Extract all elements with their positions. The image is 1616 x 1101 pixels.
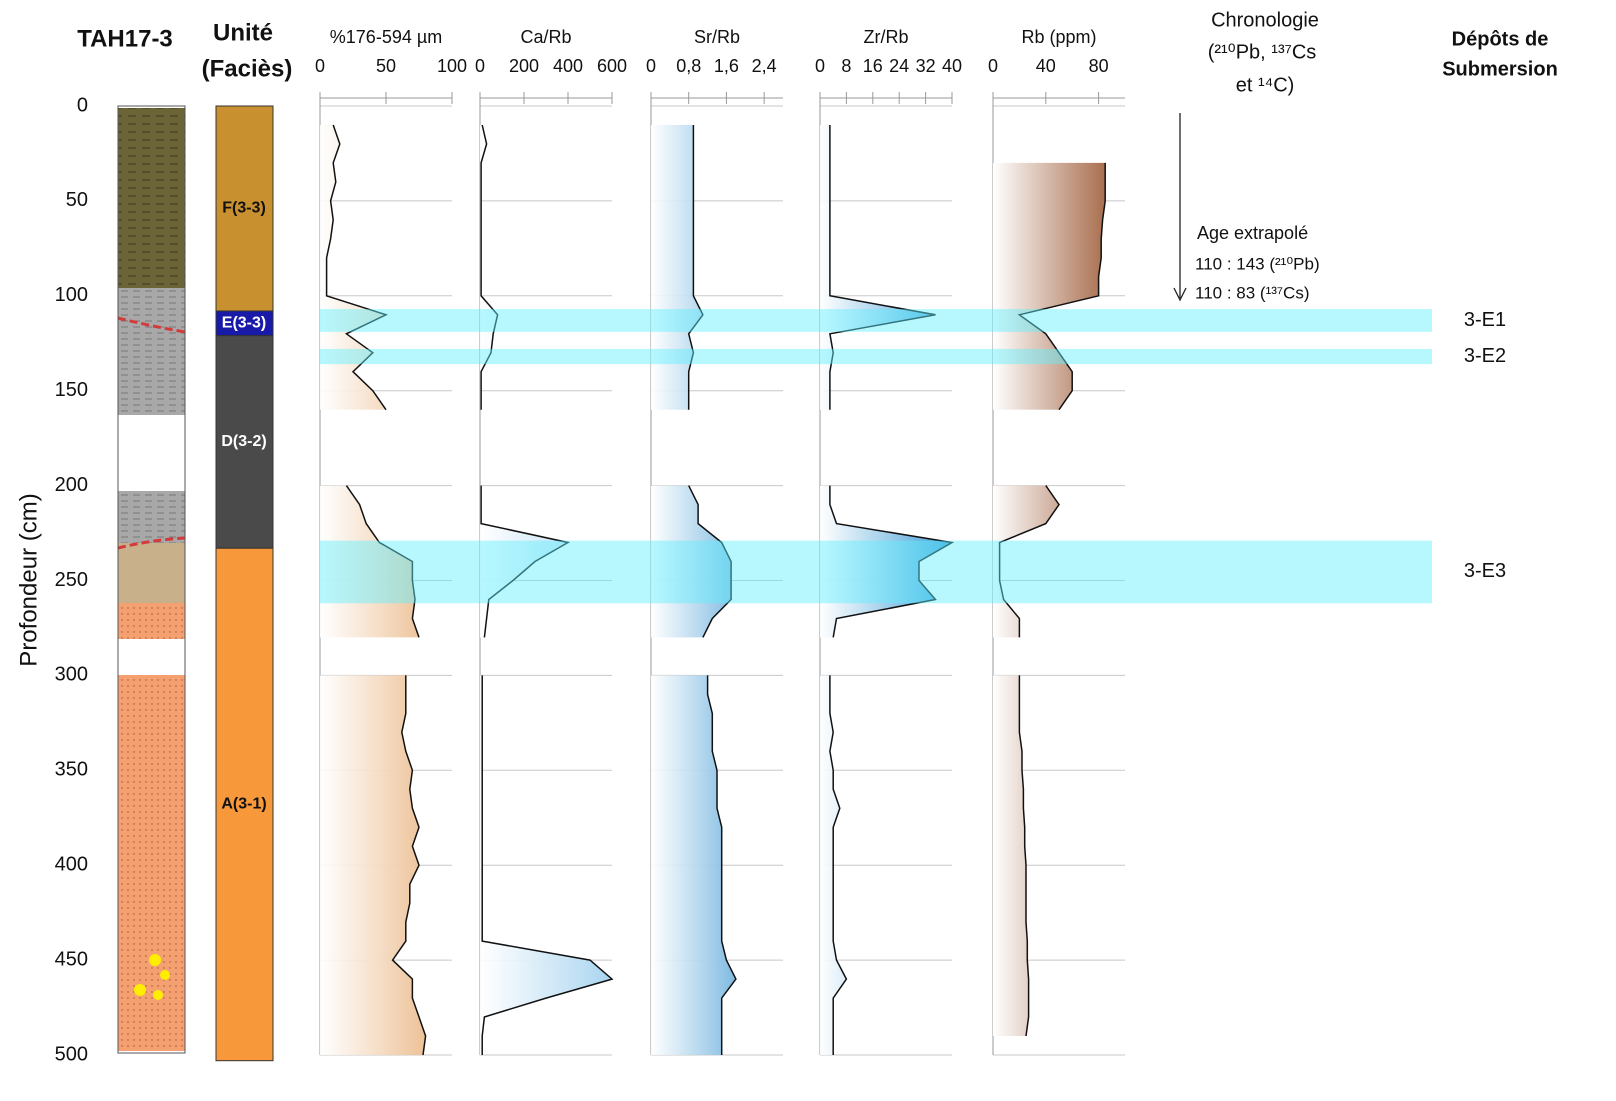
profile-line: [1018, 675, 1030, 1037]
y-tick-label: 400: [55, 853, 88, 875]
unit-label: E(3-3): [222, 315, 266, 332]
profile-line: [829, 485, 955, 638]
y-tick-label: 50: [66, 189, 88, 211]
y-tick-label: 0: [77, 94, 88, 116]
event-label: 3-E2: [1464, 345, 1506, 367]
unit-label: D(3-2): [221, 433, 266, 450]
panel-title: %176-594 µm: [330, 27, 442, 47]
panel-title: Rb (ppm): [1021, 27, 1096, 47]
y-tick-label: 350: [55, 759, 88, 781]
profile-fill: [993, 485, 1059, 638]
event-band: [320, 540, 1432, 604]
y-tick-label: 150: [55, 379, 88, 401]
core-title: TAH17-3: [77, 25, 173, 52]
profile-line: [687, 125, 704, 410]
x-tick-label: 0: [815, 56, 825, 76]
y-tick-label: 200: [55, 474, 88, 496]
profile-fill: [320, 124, 386, 410]
chronology-note: Age extrapolé: [1197, 223, 1308, 243]
x-tick-label: 0: [475, 56, 485, 76]
events-title: Submersion: [1442, 58, 1558, 80]
x-tick-label: 80: [1089, 56, 1109, 76]
x-tick-label: 600: [597, 56, 627, 76]
x-tick-label: 0: [646, 56, 656, 76]
event-band: [320, 348, 1432, 365]
profile-fill: [993, 675, 1029, 1037]
event-band: [320, 309, 1432, 332]
profile-fill: [651, 485, 732, 638]
unit-segment: [215, 547, 274, 1062]
x-tick-label: 1,6: [714, 56, 739, 76]
profile-fill: [320, 675, 426, 1055]
chronology-title: (²¹⁰Pb, ¹³⁷Cs: [1208, 41, 1317, 63]
chronology-arrow-head: [1173, 287, 1187, 302]
x-tick-label: 100: [437, 56, 467, 76]
panel-title: Ca/Rb: [520, 27, 571, 47]
y-axis-label: Profondeur (cm): [15, 493, 42, 666]
unit-segment: [215, 310, 274, 337]
profile-fill: [651, 675, 736, 1055]
profile-line: [480, 485, 571, 638]
x-tick-label: 40: [1036, 56, 1056, 76]
y-tick-label: 500: [55, 1043, 88, 1065]
profile-line: [706, 675, 737, 1055]
y-tick-label: 250: [55, 569, 88, 591]
x-tick-label: 50: [376, 56, 396, 76]
unit-label: F(3-3): [222, 200, 266, 217]
x-tick-label: 16: [863, 56, 883, 76]
x-tick-label: 0: [988, 56, 998, 76]
y-tick-label: 100: [55, 284, 88, 306]
chronology-age: 110 : 83 (¹³⁷Cs): [1195, 283, 1309, 302]
profile-line: [480, 124, 499, 410]
unit-label: A(3-1): [221, 796, 266, 813]
profile-fill: [480, 485, 568, 638]
chronology-title: Chronologie: [1211, 9, 1319, 31]
profile-line: [345, 485, 420, 638]
profile-fill: [820, 124, 936, 410]
profile-line: [391, 675, 427, 1056]
y-tick-label: 300: [55, 664, 88, 686]
lithology-column: [117, 105, 186, 1054]
profile-line: [688, 485, 732, 638]
chronology-age: 110 : 143 (²¹⁰Pb): [1195, 254, 1320, 273]
chronology-title: et ¹⁴C): [1236, 74, 1295, 96]
x-tick-label: 0: [315, 56, 325, 76]
x-tick-label: 0,8: [676, 56, 701, 76]
unit-segment: [215, 105, 274, 312]
units-title: (Faciès): [202, 55, 293, 82]
y-tick-label: 450: [55, 948, 88, 970]
x-tick-label: 200: [509, 56, 539, 76]
profile-line: [325, 124, 389, 411]
profile-line: [481, 675, 614, 1055]
x-tick-label: 2,4: [752, 56, 777, 76]
profile-fill: [820, 485, 952, 638]
x-tick-label: 40: [942, 56, 962, 76]
panel-title: Zr/Rb: [864, 27, 909, 47]
x-tick-label: 8: [841, 56, 851, 76]
profile-line: [998, 485, 1060, 638]
x-tick-label: 24: [889, 56, 909, 76]
profile-line: [1017, 162, 1106, 411]
panel-title: Sr/Rb: [694, 27, 740, 47]
x-tick-label: 400: [553, 56, 583, 76]
events-title: Dépôts de: [1452, 28, 1549, 50]
profile-fill: [993, 162, 1106, 410]
x-tick-label: 32: [916, 56, 936, 76]
profile-line: [829, 675, 848, 1055]
profile-fill: [480, 675, 612, 1055]
event-label: 3-E3: [1464, 560, 1506, 582]
profile-line: [829, 125, 936, 410]
profile-fill: [480, 124, 498, 410]
profile-fill: [651, 124, 703, 410]
unit-segment: [215, 335, 274, 549]
profile-fill: [320, 485, 419, 638]
units-title: Unité: [213, 19, 273, 46]
event-label: 3-E1: [1464, 309, 1506, 331]
